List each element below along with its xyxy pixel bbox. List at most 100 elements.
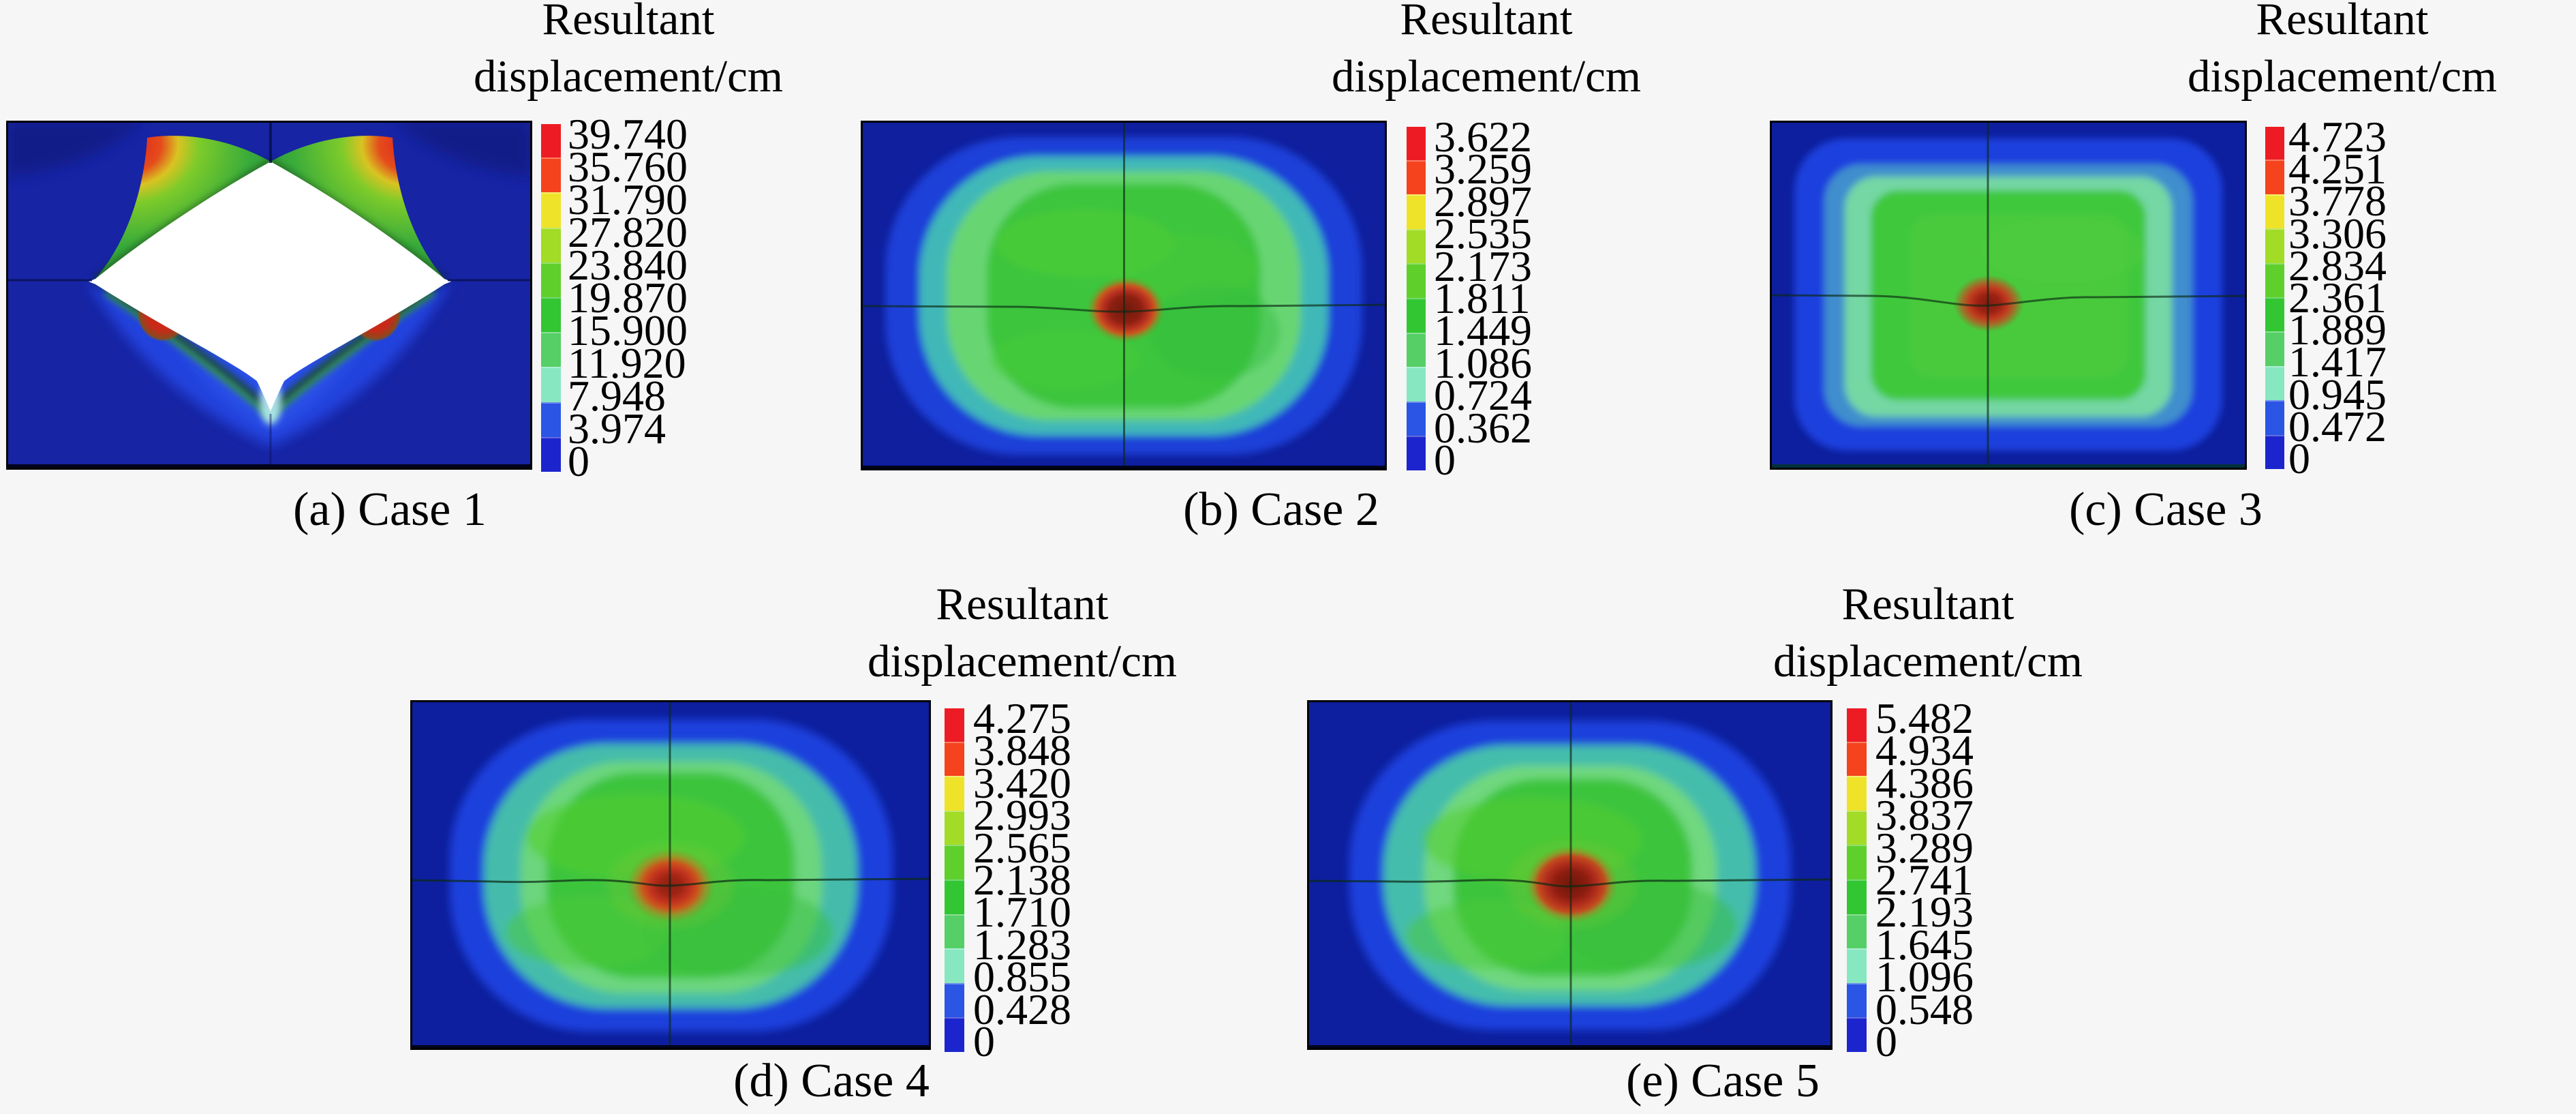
colorbar-case-4 xyxy=(945,708,964,1052)
legend-title-case-1: Resultant displacement/cm xyxy=(390,0,867,105)
colorbar-tick-label: 1.096 xyxy=(1875,952,1974,1002)
colorbar-segment xyxy=(1847,914,1867,949)
colorbar-segment xyxy=(945,708,964,742)
colorbar-tick-label: 1.889 xyxy=(2288,305,2387,355)
legend-title-line-1: Resultant xyxy=(1841,579,2014,629)
legend-title-line-1: Resultant xyxy=(936,579,1109,629)
colorbar-case-2 xyxy=(1407,127,1426,470)
colorbar-tick-label: 4.723 xyxy=(2288,112,2387,161)
colorbar-segment xyxy=(541,367,561,402)
contour-plot-case-5 xyxy=(1307,700,1833,1050)
colorbar-segment xyxy=(2265,434,2284,470)
colorbar-tick-label: 4.275 xyxy=(973,694,1071,742)
caption-case-1: (a) Case 1 xyxy=(293,483,487,536)
colorbar-segment xyxy=(945,879,964,914)
contour-plot-case-2 xyxy=(861,121,1387,470)
colorbar-tick-label: 4.251 xyxy=(2288,145,2387,194)
contour-plot-case-4 xyxy=(410,700,931,1050)
colorbar-segment xyxy=(1407,401,1426,436)
colorbar-tick-label: 0.945 xyxy=(2288,370,2387,419)
caption-case-4: (d) Case 4 xyxy=(733,1055,930,1107)
colorbar-segment xyxy=(1407,297,1426,333)
legend-title-line-2: displacement/cm xyxy=(1332,51,1641,102)
legend-title-line-1: Resultant xyxy=(542,0,715,44)
colorbar-tick-label: 0 xyxy=(1434,436,1456,484)
colorbar-tick-label: 3.306 xyxy=(2288,209,2387,258)
colorbar-tick-label: 4.386 xyxy=(1875,758,1974,807)
colorbar-tick-label: 2.535 xyxy=(1434,209,1532,258)
contour-plot-case-1 xyxy=(6,121,532,470)
colorbar-segment xyxy=(1407,263,1426,298)
colorbar-tick-label: 0.548 xyxy=(1875,984,1974,1034)
colorbar-tick-label: 0.428 xyxy=(973,984,1071,1034)
colorbar-segment xyxy=(1407,160,1426,195)
colorbar-segment xyxy=(1847,708,1867,742)
colorbar-labels-case-5: 5.482 4.934 4.386 3.837 3.289 2.741 2.193 1.645… xyxy=(1875,697,2053,1064)
colorbar-segment xyxy=(1847,1017,1867,1052)
colorbar-tick-label: 15.900 xyxy=(568,306,688,355)
colorbar-tick-label: 3.259 xyxy=(1434,145,1532,194)
colorbar-segment xyxy=(1847,948,1867,983)
colorbar-tick-label: 0 xyxy=(2288,434,2310,483)
colorbar-segment xyxy=(2265,160,2284,194)
legend-title-line-2: displacement/cm xyxy=(474,51,783,102)
colorbar-tick-label: 0.362 xyxy=(1434,403,1532,452)
colorbar-segment xyxy=(1407,332,1426,367)
colorbar-tick-label: 2.138 xyxy=(973,856,1071,904)
colorbar-segment xyxy=(541,227,561,262)
colorbar-segment xyxy=(945,741,964,777)
colorbar-tick-label: 1.645 xyxy=(1875,920,1974,969)
colorbar-tick-label: 2.361 xyxy=(2288,273,2387,322)
colorbar-segment xyxy=(2265,228,2284,263)
colorbar-segment xyxy=(541,297,561,333)
colorbar-segment xyxy=(945,914,964,949)
colorbar-tick-label: 1.811 xyxy=(1434,274,1531,322)
legend-title-line-2: displacement/cm xyxy=(2188,51,2497,102)
colorbar-tick-label: 2.993 xyxy=(973,791,1071,840)
colorbar-segment xyxy=(2265,262,2284,298)
legend-title-case-2: Resultant displacement/cm xyxy=(1248,0,1725,105)
colorbar-tick-label: 11.920 xyxy=(568,339,686,387)
colorbar-segment xyxy=(1847,776,1867,811)
colorbar-tick-label: 2.897 xyxy=(1434,177,1532,226)
colorbar-tick-label: 1.417 xyxy=(2288,337,2387,387)
colorbar-segment xyxy=(541,262,561,298)
colorbar-segment xyxy=(2265,365,2284,401)
colorbar-labels-case-2: 3.622 3.259 2.897 2.535 2.173 1.811 1.449 1.086… xyxy=(1434,115,1611,482)
colorbar-case-1 xyxy=(541,124,561,472)
colorbar-tick-label: 19.870 xyxy=(568,273,688,322)
colorbar-tick-label: 3.622 xyxy=(1434,112,1532,161)
colorbar-tick-label: 7.948 xyxy=(568,372,666,420)
colorbar-tick-label: 23.840 xyxy=(568,241,688,289)
legend-title-line-2: displacement/cm xyxy=(1773,636,2083,687)
colorbar-tick-label: 3.420 xyxy=(973,758,1071,807)
contour-plot-case-3 xyxy=(1770,121,2247,470)
colorbar-case-3 xyxy=(2265,127,2284,470)
legend-title-case-5: Resultant displacement/cm xyxy=(1689,575,2166,690)
colorbar-segment xyxy=(1847,879,1867,914)
colorbar-segment xyxy=(2265,297,2284,332)
colorbar-tick-label: 3.974 xyxy=(568,404,666,453)
colorbar-tick-label: 0.855 xyxy=(973,952,1071,1002)
colorbar-segment xyxy=(2265,400,2284,435)
colorbar-labels-case-4: 4.275 3.848 3.420 2.993 2.565 2.138 1.710 1.283… xyxy=(973,697,1150,1064)
colorbar-segment xyxy=(541,192,561,228)
colorbar-segment xyxy=(945,776,964,811)
colorbar-segment xyxy=(945,1017,964,1052)
colorbar-tick-label: 3.837 xyxy=(1875,791,1974,840)
colorbar-tick-label: 31.790 xyxy=(568,175,688,224)
colorbar-tick-label: 1.283 xyxy=(973,920,1071,969)
colorbar-tick-label: 2.834 xyxy=(2288,241,2387,290)
colorbar-segment xyxy=(541,157,561,193)
colorbar-segment xyxy=(2265,331,2284,366)
colorbar-segment xyxy=(1407,436,1426,470)
colorbar-tick-label: 2.193 xyxy=(1875,888,1974,937)
colorbar-tick-label: 3.848 xyxy=(973,726,1071,775)
colorbar-segment xyxy=(1847,741,1867,777)
colorbar-tick-label: 0.724 xyxy=(1434,371,1532,420)
colorbar-segment xyxy=(945,810,964,845)
caption-case-2: (b) Case 2 xyxy=(1183,483,1379,536)
colorbar-tick-label: 4.934 xyxy=(1875,726,1974,775)
colorbar-segment xyxy=(2265,194,2284,229)
colorbar-segment xyxy=(1407,127,1426,160)
